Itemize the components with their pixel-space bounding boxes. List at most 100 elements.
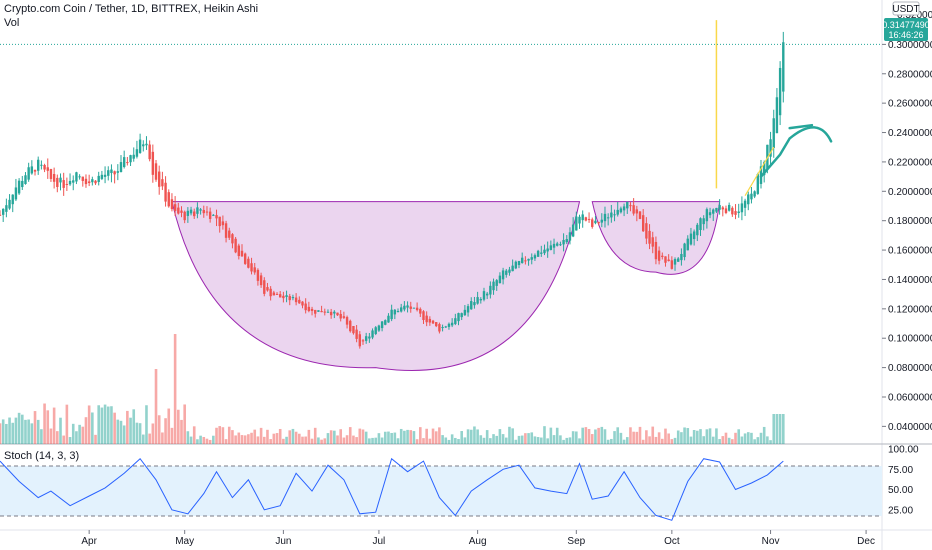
projection-arrow[interactable] [788,123,814,130]
candle-body [189,209,193,214]
price-tick-label: 0.12000000 [888,304,932,315]
candle-body [435,322,438,327]
volume-bar [473,426,476,444]
trend-line-annotation[interactable] [744,146,775,197]
volume-bar [307,429,311,444]
candle-body [142,144,145,147]
candle-body [247,258,250,268]
candle-body [492,281,495,291]
annotations[interactable] [715,20,833,197]
candle-body [355,329,358,339]
candle-body [648,230,651,244]
volume-bar [212,435,215,444]
candle-body [606,217,610,219]
volume-bar [122,425,126,444]
candle-body [514,261,518,269]
projection-curve[interactable] [759,126,833,178]
candle-body [638,211,642,219]
candle-body [291,297,295,299]
volume-bar [489,438,492,444]
candle-body [683,243,686,258]
stoch-line [0,457,784,521]
candle-body [345,317,349,325]
candle-body [661,255,664,257]
candle-body [94,180,97,184]
volume-bar [205,438,209,444]
volume-bar [511,428,514,444]
candle-body [122,157,126,168]
candle-body [186,210,190,216]
volume-bar [648,436,651,444]
time-tick-label: Aug [469,536,487,547]
candle-body [724,208,728,213]
currency-label: USDT [892,4,919,15]
volume-bar [622,439,626,444]
volume-bar [415,439,419,444]
cup-shape[interactable] [171,201,581,371]
candle-body [393,309,397,315]
volume-bar [240,435,244,444]
candle-body [769,139,772,157]
volume-bar [215,427,218,444]
candle-body [498,275,502,284]
volume-bar [600,426,604,444]
volume-bar [43,403,46,444]
candle-body [68,180,72,185]
candle-body [326,311,330,313]
price-tick-label: 0.24000000 [888,128,932,139]
candle-body [450,322,454,326]
candle-body [154,163,158,180]
volume-bar [396,438,400,444]
volume-bar [377,433,381,444]
price-tick-label: 0.28000000 [888,69,932,80]
candle-body [164,182,167,202]
candle-body [91,179,94,183]
stoch-axis[interactable]: 100.00 75.00 50.00 25.00 [888,445,919,517]
candle-body [584,217,588,221]
volume-bar [756,437,760,444]
candle-body [476,297,479,304]
volume-bar [482,437,486,444]
candle-body [415,307,419,311]
candle-body [288,296,291,301]
volume-bar [313,427,317,444]
volume-bar [750,432,753,444]
volume-bar [753,439,756,444]
price-tick-label: 0.30000000 [888,40,932,51]
volume-bar [610,438,613,444]
candle-body [361,340,365,342]
volume-bar [581,427,584,444]
volume-bar [457,439,460,444]
candle-body [237,245,241,257]
volume-bar [0,423,2,444]
volume-bar [664,428,667,444]
volume-bar [278,428,282,444]
volume-bar [262,436,266,444]
volume-bar [632,431,635,444]
candle-body [731,207,734,215]
volume-bar [651,426,655,444]
currency-badge[interactable] [892,1,920,16]
candle-body [0,214,2,216]
time-axis[interactable]: Apr May Jun Jul Aug Sep Oct Nov Dec [81,530,875,547]
volume-bar [724,432,728,444]
stoch-tick-label: 100.00 [888,445,919,456]
volume-bar [192,426,196,444]
candle-body [524,260,527,262]
candle-body [279,294,282,298]
volume-bar [539,437,543,444]
candle-body [454,318,457,325]
current-price-box [884,18,928,41]
candle-body [145,143,148,146]
candle-body [422,311,425,321]
volume-bar [250,432,253,444]
volume-bar [196,439,199,444]
time-tick-label: Oct [664,536,680,547]
volume-bar [766,436,769,444]
volume-bar [734,432,737,444]
price-tick-label: 0.16000000 [888,246,932,257]
candle-body [202,209,205,214]
candle-body [285,295,288,297]
volume-bar [670,439,674,444]
